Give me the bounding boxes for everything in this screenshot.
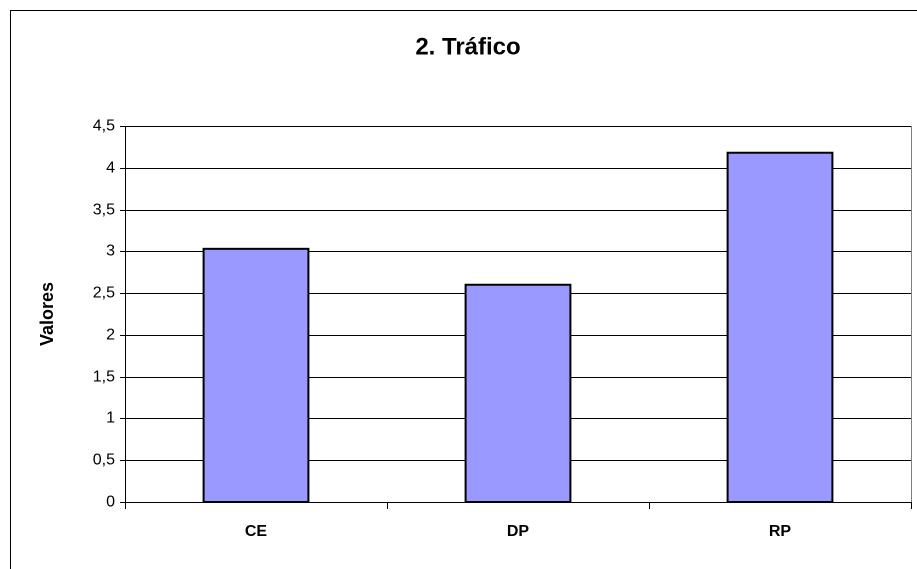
x-tick-label: CE — [245, 523, 268, 540]
bar — [464, 283, 572, 503]
x-tick-label: RP — [769, 523, 792, 540]
bar — [726, 151, 834, 503]
y-tick-label: 0 — [106, 494, 115, 511]
y-tick-label: 2 — [106, 327, 115, 344]
y-tick-label: 0,5 — [93, 452, 115, 469]
chart-title: 2. Tráfico — [415, 33, 520, 60]
y-tick-label: 3,5 — [93, 202, 115, 219]
y-tick-label: 2,5 — [93, 285, 115, 302]
x-tick-label: DP — [507, 523, 530, 540]
y-tick-label: 1,5 — [93, 369, 115, 386]
bar — [202, 247, 310, 503]
y-tick-label: 4,5 — [93, 118, 115, 135]
y-tick-label: 4 — [106, 160, 115, 177]
y-tick-label: 3 — [106, 243, 115, 260]
y-axis-label: Valores — [37, 282, 57, 346]
y-tick-label: 1 — [106, 410, 115, 427]
